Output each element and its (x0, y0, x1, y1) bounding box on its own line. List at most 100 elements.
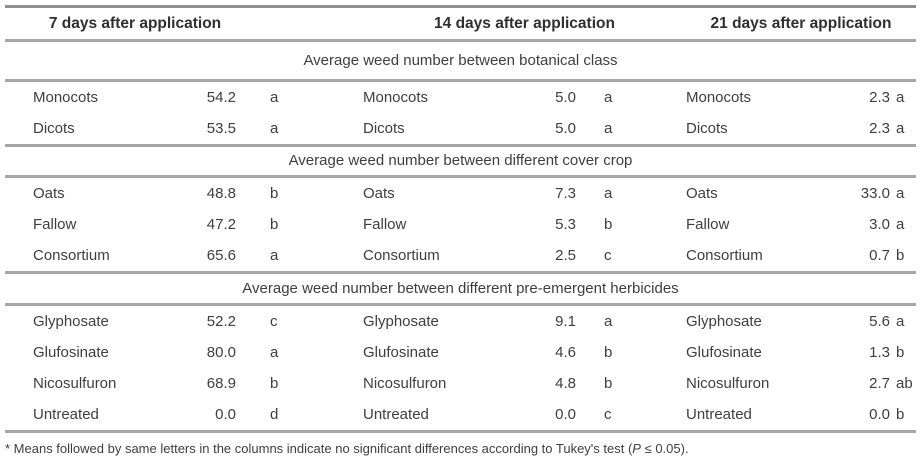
table-row: Untreated 0.0 d Untreated 0.0 c Untreate… (5, 399, 916, 430)
rule-below-section-1 (5, 144, 916, 147)
row-value: 2.5 (555, 247, 576, 264)
row-label: Fallow (363, 216, 407, 233)
header-7-days: 7 days after application (48, 15, 222, 32)
row-label: Nicosulfuron (686, 375, 770, 392)
significance-letter: b (604, 375, 613, 392)
row-label: Glyphosate (686, 313, 762, 330)
significance-letter: b (270, 216, 279, 233)
row-label: Consortium (363, 247, 440, 264)
table-footnote: * Means followed by same letters in the … (5, 433, 916, 461)
row-value: 5.0 (555, 120, 576, 137)
row-label: Oats (363, 185, 395, 202)
row-label: Monocots (363, 89, 429, 106)
footnote-text: * Means followed by same letters in the … (5, 441, 633, 456)
row-value: 0.0 (215, 406, 236, 423)
row-label: Glyphosate (363, 313, 439, 330)
significance-letter: d (270, 406, 279, 423)
rule-bottom (5, 430, 916, 433)
row-label: Nicosulfuron (363, 375, 447, 392)
significance-letter: b (896, 344, 905, 361)
table-row: Monocots 54.2 a Monocots 5.0 a Monocots … (5, 82, 916, 113)
footnote-text: ≤ 0.05). (640, 441, 689, 456)
row-label: Glyphosate (33, 313, 109, 330)
row-value: 47.2 (206, 216, 236, 233)
significance-letter: b (270, 375, 279, 392)
row-value: 5.0 (555, 89, 576, 106)
row-value: 53.5 (206, 120, 236, 137)
significance-letter: c (604, 406, 612, 423)
significance-letter: b (604, 216, 613, 233)
row-value: 0.0 (555, 406, 576, 423)
rule-below-section-2 (5, 271, 916, 274)
header-spacer (265, 8, 363, 39)
table-row: Glufosinate 80.0 a Glufosinate 4.6 b Glu… (5, 337, 916, 368)
row-label: Untreated (33, 406, 99, 423)
section-title-cover-crop: Average weed number between different co… (288, 152, 633, 169)
row-label: Fallow (33, 216, 77, 233)
significance-letter: a (896, 89, 905, 106)
row-value: 5.3 (555, 216, 576, 233)
row-label: Fallow (686, 216, 730, 233)
significance-letter: c (270, 313, 278, 330)
table-top-rule (5, 5, 916, 8)
row-label: Consortium (33, 247, 110, 264)
row-label: Untreated (686, 406, 752, 423)
footnote-p-symbol: P (632, 441, 641, 456)
table-header-row: 7 days after application 14 days after a… (5, 8, 916, 39)
table-row: Fallow 47.2 b Fallow 5.3 b Fallow 3.0 a (5, 209, 916, 240)
significance-letter: b (270, 185, 279, 202)
row-value: 1.3 (869, 344, 890, 361)
row-value: 52.2 (206, 313, 236, 330)
significance-letter: ab (896, 375, 913, 392)
row-label: Dicots (33, 120, 75, 137)
significance-letter: a (270, 247, 279, 264)
significance-letter: a (270, 120, 279, 137)
row-label: Dicots (363, 120, 405, 137)
section-title-herbicides: Average weed number between different pr… (242, 280, 679, 297)
header-21-days: 21 days after application (710, 15, 892, 32)
row-value: 4.8 (555, 375, 576, 392)
row-label: Untreated (363, 406, 429, 423)
rule-below-section-2-title (5, 175, 916, 178)
row-value: 80.0 (206, 344, 236, 361)
significance-letter: c (604, 247, 612, 264)
row-value: 2.7 (869, 375, 890, 392)
row-value: 68.9 (206, 375, 236, 392)
row-label: Oats (33, 185, 65, 202)
row-value: 9.1 (555, 313, 576, 330)
row-value: 33.0 (860, 185, 890, 202)
significance-letter: a (270, 89, 279, 106)
significance-letter: b (604, 344, 613, 361)
significance-letter: a (896, 216, 905, 233)
row-value: 3.0 (869, 216, 890, 233)
significance-letter: b (896, 247, 905, 264)
row-label: Glufosinate (363, 344, 439, 361)
significance-letter: a (604, 313, 613, 330)
significance-letter: b (896, 406, 905, 423)
row-value: 54.2 (206, 89, 236, 106)
row-label: Monocots (686, 89, 752, 106)
row-label: Dicots (686, 120, 728, 137)
rule-below-header (5, 39, 916, 42)
row-value: 7.3 (555, 185, 576, 202)
row-value: 4.6 (555, 344, 576, 361)
row-value: 65.6 (206, 247, 236, 264)
row-label: Consortium (686, 247, 763, 264)
significance-letter: a (270, 344, 279, 361)
table-row: Consortium 65.6 a Consortium 2.5 c Conso… (5, 240, 916, 271)
row-label: Nicosulfuron (33, 375, 117, 392)
table-row: Dicots 53.5 a Dicots 5.0 a Dicots 2.3 a (5, 113, 916, 144)
row-value: 5.6 (869, 313, 890, 330)
row-value: 2.3 (869, 120, 890, 137)
row-value: 0.0 (869, 406, 890, 423)
significance-letter: a (604, 120, 613, 137)
significance-letter: a (896, 185, 905, 202)
significance-letter: a (604, 185, 613, 202)
rule-below-section-3-title (5, 303, 916, 306)
row-label: Glufosinate (686, 344, 762, 361)
row-label: Monocots (33, 89, 99, 106)
row-label: Oats (686, 185, 718, 202)
significance-letter: a (896, 313, 905, 330)
row-value: 2.3 (869, 89, 890, 106)
